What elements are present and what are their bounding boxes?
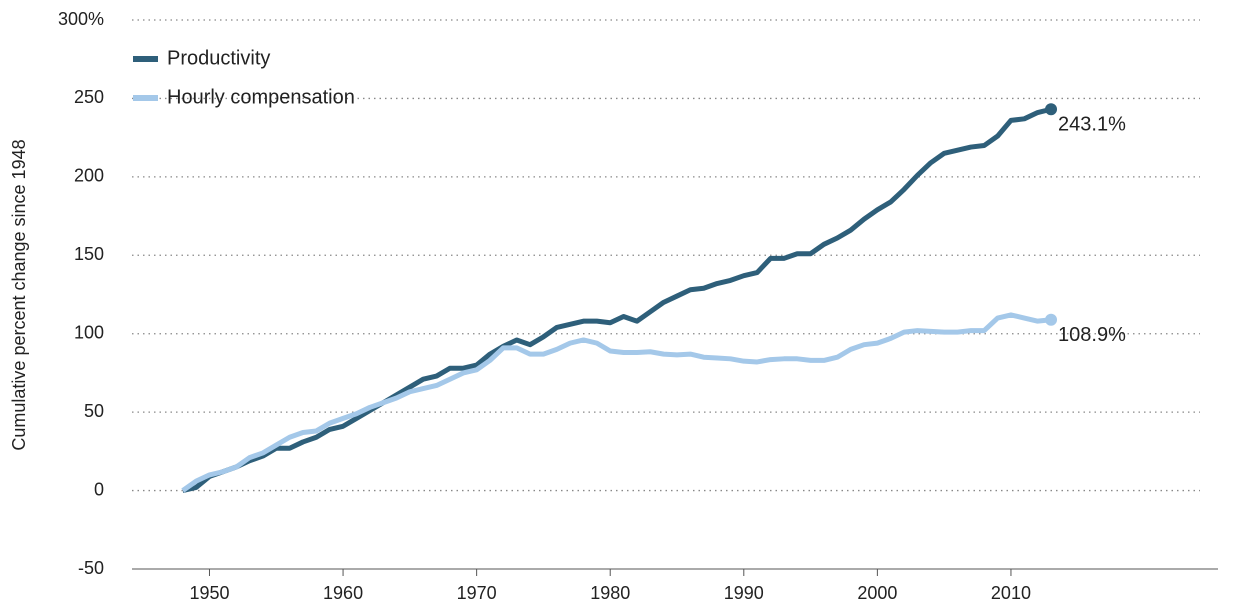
x-tick-label: 2010 xyxy=(991,583,1031,603)
end-label: 108.9% xyxy=(1058,324,1126,346)
end-label: 243.1% xyxy=(1058,114,1126,136)
y-tick-label: 200 xyxy=(74,166,104,186)
y-axis-label: Cumulative percent change since 1948 xyxy=(9,139,29,450)
y-tick-label: 250 xyxy=(74,87,104,107)
y-tick-label: 100 xyxy=(74,322,104,342)
y-tick-label: 150 xyxy=(74,244,104,264)
y-tick-label: 300% xyxy=(58,9,104,29)
end-point xyxy=(1045,313,1058,326)
x-tick-label: 1980 xyxy=(590,583,630,603)
x-tick-label: 1950 xyxy=(189,583,229,603)
legend-label: Productivity xyxy=(167,47,270,69)
y-tick-label: 0 xyxy=(94,479,104,499)
end-point xyxy=(1045,103,1058,116)
x-tick-label: 1990 xyxy=(724,583,764,603)
series-line xyxy=(181,312,1052,493)
x-tick-label: 2000 xyxy=(857,583,897,603)
series-line xyxy=(182,106,1052,494)
y-tick-label: -50 xyxy=(78,558,104,578)
legend-label: Hourly compensation xyxy=(167,86,355,108)
y-tick-label: 50 xyxy=(84,401,104,421)
x-tick-label: 1960 xyxy=(323,583,363,603)
x-tick-label: 1970 xyxy=(457,583,497,603)
